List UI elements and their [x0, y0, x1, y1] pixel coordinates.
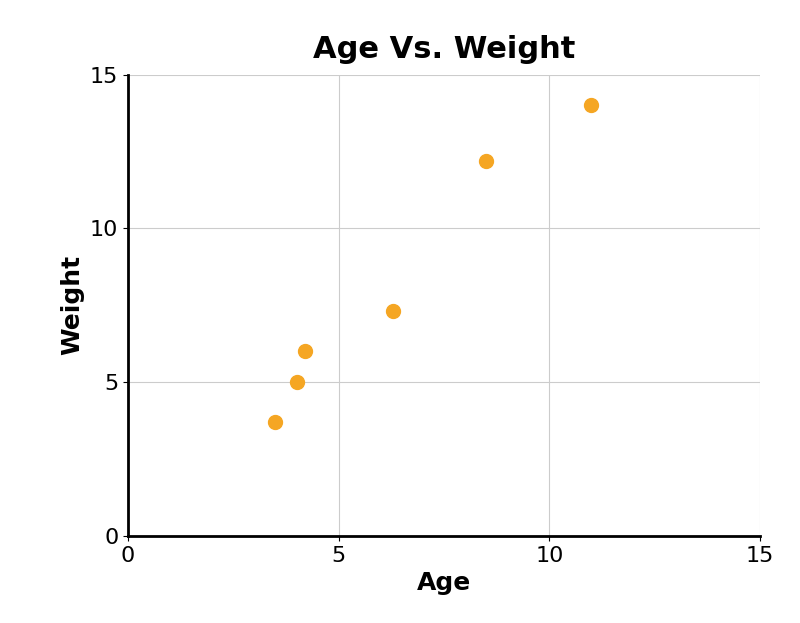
- X-axis label: Age: Age: [417, 571, 471, 595]
- Y-axis label: Weight: Weight: [60, 255, 84, 355]
- Point: [387, 307, 400, 316]
- Point: [480, 156, 493, 166]
- Title: Age Vs. Weight: Age Vs. Weight: [313, 35, 575, 64]
- Point: [298, 346, 311, 356]
- Point: [290, 377, 303, 387]
- Point: [269, 417, 282, 427]
- Point: [585, 100, 598, 110]
